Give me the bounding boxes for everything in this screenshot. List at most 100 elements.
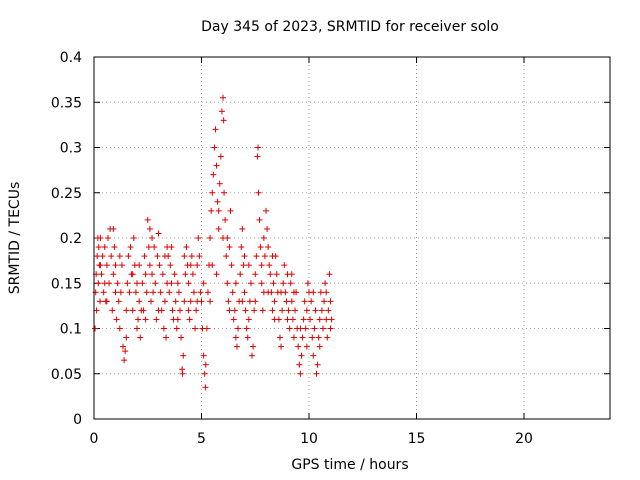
data-point [280,280,287,287]
data-point [174,316,181,323]
data-point [181,298,188,305]
data-point [316,343,323,350]
data-point [310,289,317,296]
data-point [120,343,127,350]
data-point [269,253,276,260]
data-point [239,225,246,232]
data-point [121,357,128,364]
data-point [160,325,167,332]
data-point [207,298,214,305]
data-point [180,352,187,359]
data-point [233,343,240,350]
x-tick-label: 0 [90,431,99,447]
data-point [279,307,286,314]
data-point [255,189,262,196]
data-points [92,94,335,391]
data-point [251,307,258,314]
data-point [281,262,288,269]
data-point [226,244,233,251]
data-point [259,307,266,314]
data-point [226,307,233,314]
data-point [296,361,303,368]
data-point [181,253,188,260]
data-point [129,271,136,278]
data-point [187,262,194,269]
data-point [142,271,149,278]
data-point [100,289,107,296]
data-point [173,325,180,332]
data-point [112,262,119,269]
data-point [183,244,190,251]
data-point [290,289,297,296]
data-point [189,271,196,278]
data-point [207,235,214,241]
data-point [164,244,171,251]
data-point [230,316,237,323]
data-point [267,271,274,278]
data-point [113,316,120,323]
data-point [110,225,117,232]
data-point [151,244,158,251]
data-point [171,271,178,278]
data-point [288,298,295,305]
data-point [167,262,174,269]
data-point [201,370,208,377]
data-point [245,262,252,269]
data-point [97,235,104,241]
data-point [117,289,124,296]
data-point [188,253,195,260]
data-point [323,316,330,323]
data-point [244,334,251,341]
data-point [222,216,229,223]
data-point [278,289,285,296]
data-point [257,244,264,251]
data-point [231,307,238,314]
x-tick-label: 10 [300,431,318,447]
data-point [116,253,123,260]
data-point [150,289,157,296]
data-point [297,370,304,377]
data-point [227,207,234,214]
data-point [185,307,192,314]
data-point [135,316,142,323]
data-point [125,253,132,260]
data-point [109,307,116,314]
data-point [323,289,330,296]
data-point [319,325,326,332]
data-point [214,198,221,205]
data-point [288,271,295,278]
data-point [95,244,102,251]
data-point [215,225,222,232]
data-point [177,307,183,314]
data-point [159,271,166,278]
data-point [141,253,148,260]
y-tick-label: 0.2 [60,231,82,247]
data-point [157,289,164,296]
x-axis-title: GPS time / hours [291,457,408,473]
data-point [237,271,244,278]
y-tick-label: 0.3 [60,141,82,157]
data-point [155,230,162,237]
data-point [200,280,207,287]
data-point [186,316,193,323]
data-point [124,280,131,287]
data-point [223,253,230,260]
data-point [258,262,265,269]
data-point [136,262,143,269]
data-point [140,307,147,314]
data-point [298,352,305,359]
data-point [264,225,271,232]
data-point [153,316,160,323]
data-point [287,280,294,287]
data-point [250,343,257,350]
data-point [238,244,245,251]
data-point [123,334,130,341]
grid [94,57,610,419]
data-point [185,280,192,287]
data-point [168,280,175,287]
data-point [152,280,159,287]
data-point [217,153,224,160]
data-point [94,253,101,260]
data-point [228,262,235,269]
